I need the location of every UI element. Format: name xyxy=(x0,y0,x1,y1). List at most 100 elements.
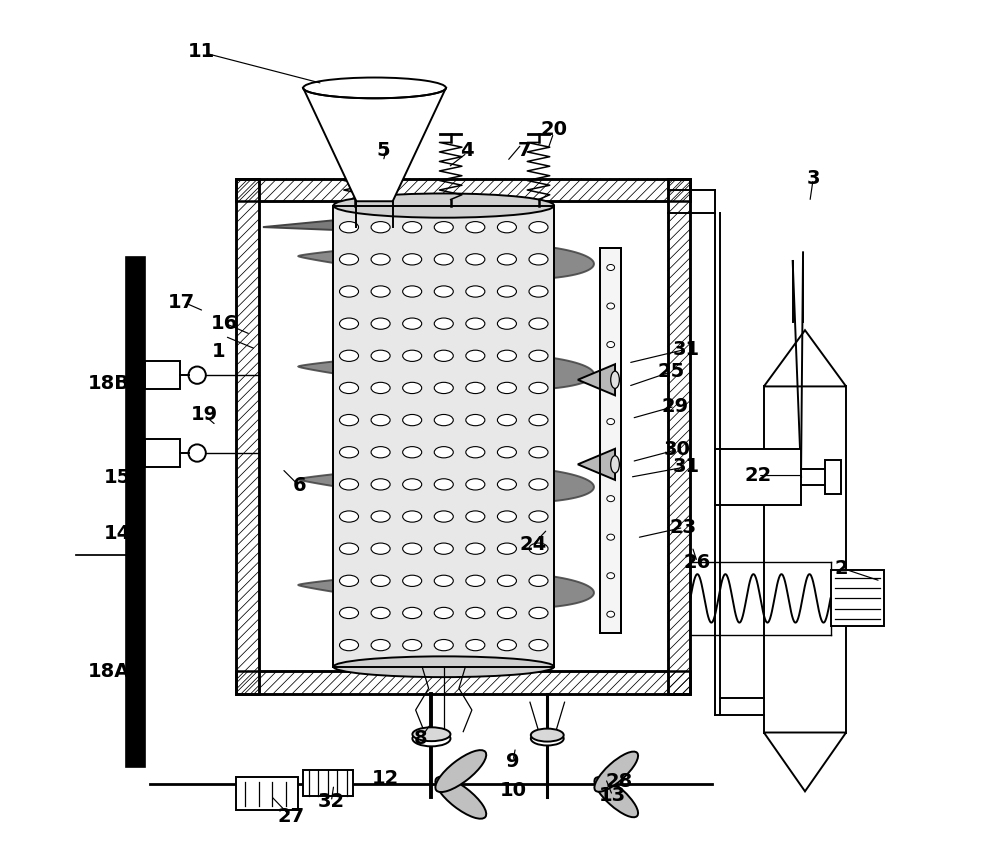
Ellipse shape xyxy=(497,575,516,587)
Ellipse shape xyxy=(529,414,548,425)
Text: 28: 28 xyxy=(606,773,633,792)
Ellipse shape xyxy=(497,350,516,361)
Ellipse shape xyxy=(529,608,548,619)
Text: 20: 20 xyxy=(540,120,567,139)
Ellipse shape xyxy=(497,382,516,393)
Text: 24: 24 xyxy=(519,536,547,555)
Ellipse shape xyxy=(403,221,422,233)
Bar xyxy=(668,179,690,694)
Text: 3: 3 xyxy=(806,169,820,188)
Ellipse shape xyxy=(340,511,359,523)
Ellipse shape xyxy=(403,382,422,393)
Ellipse shape xyxy=(435,750,486,792)
Ellipse shape xyxy=(497,511,516,523)
Ellipse shape xyxy=(529,350,548,361)
Text: 6: 6 xyxy=(292,477,306,496)
Ellipse shape xyxy=(371,286,390,297)
Ellipse shape xyxy=(594,777,638,818)
Text: 23: 23 xyxy=(670,518,697,537)
Text: 27: 27 xyxy=(277,807,304,826)
Ellipse shape xyxy=(340,543,359,555)
Ellipse shape xyxy=(607,418,615,424)
Ellipse shape xyxy=(435,777,486,819)
Ellipse shape xyxy=(497,479,516,490)
Ellipse shape xyxy=(497,543,516,555)
Ellipse shape xyxy=(497,318,516,329)
Ellipse shape xyxy=(434,286,453,297)
Ellipse shape xyxy=(607,265,615,271)
Text: 17: 17 xyxy=(168,293,195,312)
Bar xyxy=(259,201,668,671)
Ellipse shape xyxy=(340,640,359,651)
Text: 13: 13 xyxy=(599,786,626,806)
Text: 12: 12 xyxy=(372,769,399,788)
Text: 32: 32 xyxy=(318,792,345,812)
Ellipse shape xyxy=(340,350,359,361)
Ellipse shape xyxy=(434,414,453,425)
Ellipse shape xyxy=(340,286,359,297)
Ellipse shape xyxy=(466,543,485,555)
Bar xyxy=(236,179,259,694)
Bar xyxy=(764,386,846,733)
Text: 14: 14 xyxy=(104,524,131,543)
Ellipse shape xyxy=(340,447,359,457)
Ellipse shape xyxy=(371,640,390,651)
Ellipse shape xyxy=(412,727,450,741)
Text: 25: 25 xyxy=(658,362,685,381)
Text: 5: 5 xyxy=(376,141,390,160)
Ellipse shape xyxy=(340,608,359,619)
Bar xyxy=(236,671,690,694)
Ellipse shape xyxy=(403,640,422,651)
Ellipse shape xyxy=(531,732,564,746)
Ellipse shape xyxy=(403,543,422,555)
Bar xyxy=(600,248,621,634)
Ellipse shape xyxy=(340,575,359,587)
Ellipse shape xyxy=(434,640,453,651)
Text: 30: 30 xyxy=(664,440,691,459)
Ellipse shape xyxy=(371,318,390,329)
Polygon shape xyxy=(764,330,846,386)
Ellipse shape xyxy=(466,221,485,233)
Ellipse shape xyxy=(529,511,548,523)
Ellipse shape xyxy=(497,253,516,265)
Ellipse shape xyxy=(466,447,485,457)
Polygon shape xyxy=(578,365,615,395)
Ellipse shape xyxy=(466,414,485,425)
Bar xyxy=(668,179,690,694)
Ellipse shape xyxy=(594,752,638,792)
Ellipse shape xyxy=(607,611,615,617)
Ellipse shape xyxy=(434,575,453,587)
Bar xyxy=(236,671,690,694)
Ellipse shape xyxy=(611,456,619,473)
Ellipse shape xyxy=(497,608,516,619)
Ellipse shape xyxy=(434,221,453,233)
Ellipse shape xyxy=(529,253,548,265)
Bar xyxy=(825,459,841,494)
Ellipse shape xyxy=(497,414,516,425)
Bar xyxy=(333,206,554,667)
Bar xyxy=(145,439,180,467)
Ellipse shape xyxy=(434,382,453,393)
Ellipse shape xyxy=(403,608,422,619)
Ellipse shape xyxy=(340,318,359,329)
Ellipse shape xyxy=(403,511,422,523)
Ellipse shape xyxy=(371,575,390,587)
Ellipse shape xyxy=(466,350,485,361)
Ellipse shape xyxy=(434,608,453,619)
Ellipse shape xyxy=(529,286,548,297)
Ellipse shape xyxy=(607,457,615,464)
Bar xyxy=(126,257,145,767)
Ellipse shape xyxy=(434,253,453,265)
Ellipse shape xyxy=(607,341,615,347)
Polygon shape xyxy=(298,243,594,279)
Ellipse shape xyxy=(466,318,485,329)
Ellipse shape xyxy=(371,479,390,490)
Text: 19: 19 xyxy=(191,405,218,424)
Text: 9: 9 xyxy=(506,752,520,771)
Polygon shape xyxy=(578,449,615,480)
Polygon shape xyxy=(298,572,594,608)
Polygon shape xyxy=(303,88,446,201)
Ellipse shape xyxy=(529,382,548,393)
Ellipse shape xyxy=(403,447,422,457)
Ellipse shape xyxy=(340,479,359,490)
